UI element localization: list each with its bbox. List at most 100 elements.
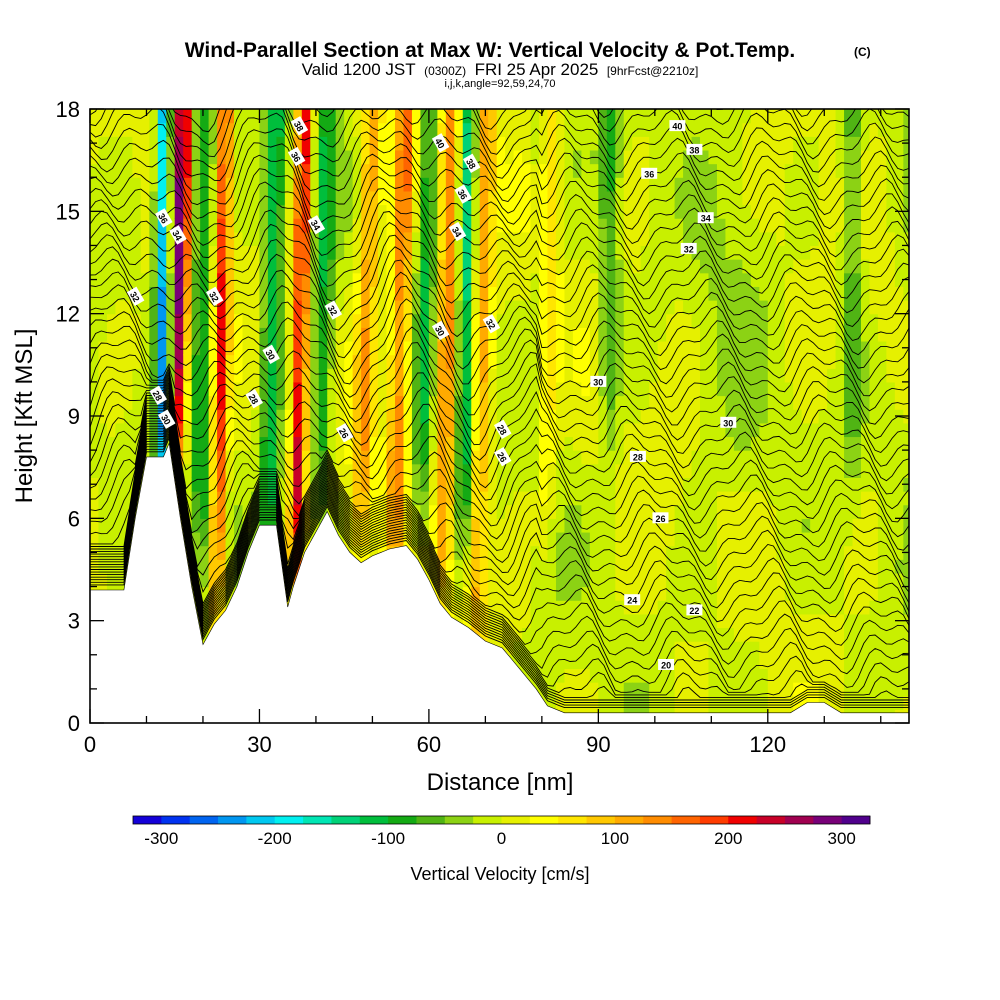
velocity-cell xyxy=(369,122,379,137)
velocity-cell xyxy=(903,463,909,478)
velocity-cell xyxy=(750,682,760,697)
velocity-cell xyxy=(572,245,582,260)
velocity-cell xyxy=(784,504,794,519)
velocity-cell xyxy=(598,654,608,670)
velocity-cell xyxy=(793,559,803,574)
velocity-cell xyxy=(657,231,667,247)
velocity-cell xyxy=(471,149,481,165)
velocity-cell xyxy=(581,368,591,383)
velocity-cell xyxy=(572,368,582,383)
velocity-cell xyxy=(208,545,218,560)
velocity-cell xyxy=(352,354,362,369)
velocity-cell xyxy=(106,531,117,547)
velocity-cell xyxy=(513,409,523,424)
velocity-cell xyxy=(522,613,532,629)
velocity-cell xyxy=(810,177,820,192)
velocity-cell xyxy=(140,327,150,342)
velocity-cell xyxy=(903,504,909,519)
colorbar-swatch xyxy=(359,816,389,824)
velocity-cell xyxy=(344,163,354,178)
velocity-cell xyxy=(852,286,862,301)
velocity-cell xyxy=(166,300,176,315)
velocity-cell xyxy=(860,340,871,356)
velocity-cell xyxy=(606,531,616,547)
velocity-cell xyxy=(335,259,345,274)
velocity-cell xyxy=(505,477,515,492)
velocity-cell xyxy=(835,504,845,519)
velocity-cell xyxy=(445,204,455,219)
velocity-cell xyxy=(827,354,837,369)
velocity-cell xyxy=(445,381,455,397)
velocity-cell xyxy=(547,641,557,656)
velocity-cell xyxy=(852,463,862,478)
velocity-cell xyxy=(479,149,489,165)
velocity-cell xyxy=(877,122,887,137)
velocity-cell xyxy=(564,463,574,478)
velocity-cell xyxy=(132,136,142,151)
velocity-cell xyxy=(301,436,311,451)
velocity-cell xyxy=(301,422,311,438)
velocity-cell xyxy=(174,136,184,151)
velocity-cell xyxy=(386,504,396,519)
velocity-cell xyxy=(522,463,532,478)
velocity-cell xyxy=(716,286,727,301)
velocity-cell xyxy=(539,245,549,260)
velocity-cell xyxy=(589,450,599,465)
velocity-cell xyxy=(632,300,642,315)
velocity-cell xyxy=(827,504,837,519)
velocity-cell xyxy=(547,463,557,478)
velocity-cell xyxy=(200,245,210,260)
velocity-cell xyxy=(166,368,176,383)
velocity-cell xyxy=(606,668,616,683)
velocity-cell xyxy=(691,149,701,165)
velocity-cell xyxy=(674,381,684,397)
velocity-cell xyxy=(378,190,388,206)
velocity-cell xyxy=(708,463,718,478)
velocity-cell xyxy=(454,436,464,451)
velocity-cell xyxy=(539,641,549,656)
velocity-cell xyxy=(877,559,887,574)
velocity-cell xyxy=(208,491,218,506)
velocity-cell xyxy=(293,313,303,328)
velocity-cell xyxy=(344,218,354,233)
velocity-cell xyxy=(428,136,438,151)
velocity-cell xyxy=(445,559,455,574)
velocity-cell xyxy=(784,586,794,601)
velocity-cell xyxy=(877,149,887,165)
velocity-cell xyxy=(462,572,472,588)
colorbar-swatch xyxy=(189,816,219,824)
velocity-cell xyxy=(513,381,523,397)
velocity-cell xyxy=(691,450,701,465)
velocity-cell xyxy=(716,422,727,438)
velocity-cell xyxy=(327,259,337,274)
velocity-cell xyxy=(894,436,904,451)
velocity-cell xyxy=(564,122,574,137)
velocity-cell xyxy=(174,245,184,260)
velocity-cell xyxy=(344,395,354,410)
velocity-cell xyxy=(352,422,362,438)
velocity-cell xyxy=(606,422,616,438)
velocity-cell xyxy=(361,245,371,260)
velocity-cell xyxy=(225,231,235,247)
velocity-cell xyxy=(259,409,269,424)
velocity-cell xyxy=(750,627,760,642)
velocity-cell xyxy=(716,122,727,137)
velocity-cell xyxy=(386,245,396,260)
velocity-cell xyxy=(555,600,566,615)
velocity-cell xyxy=(242,545,252,560)
velocity-cell xyxy=(250,163,261,178)
velocity-cell xyxy=(776,600,786,615)
colorbar-swatch xyxy=(728,816,758,824)
velocity-cell xyxy=(877,491,887,506)
velocity-cell xyxy=(742,354,752,369)
velocity-cell xyxy=(234,354,244,369)
velocity-cell xyxy=(742,286,752,301)
theta-contour-line xyxy=(90,433,909,706)
x-tick-label: 60 xyxy=(417,732,441,757)
velocity-cell xyxy=(234,450,244,465)
velocity-cell xyxy=(860,136,871,151)
velocity-cell xyxy=(657,204,667,219)
velocity-cell xyxy=(454,450,464,465)
velocity-cell xyxy=(852,531,862,547)
velocity-cell xyxy=(572,613,582,629)
